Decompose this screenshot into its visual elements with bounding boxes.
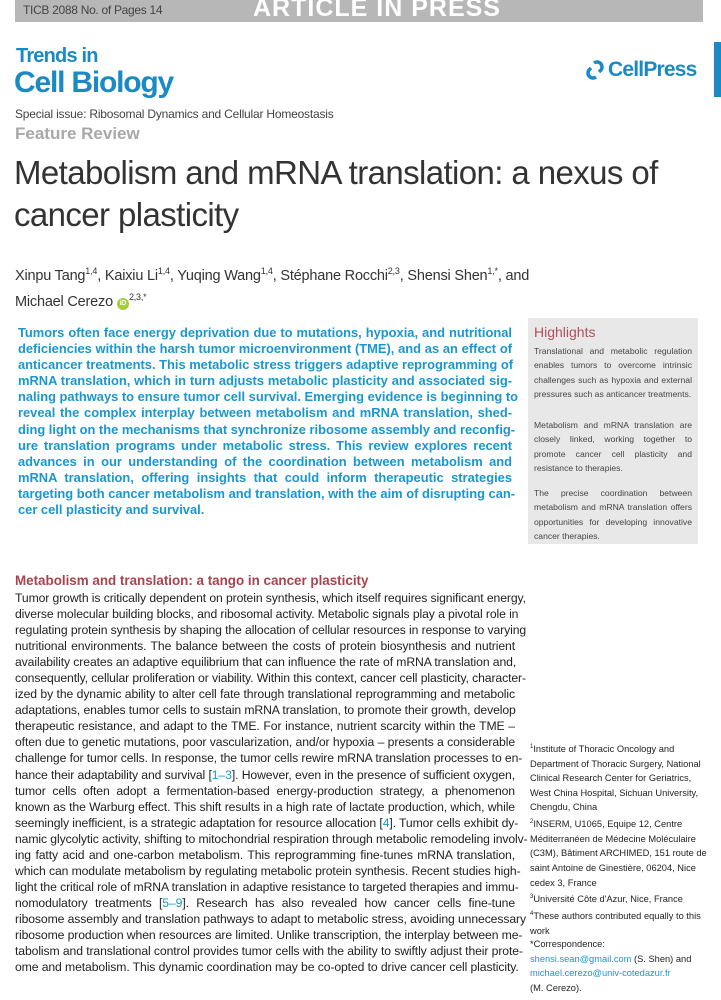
body-line: ribosome assembly and translation pathwa… [15, 911, 526, 926]
reference-link[interactable]: 1–3 [211, 767, 232, 782]
affiliation: 1Institute of Thoracic Oncology and Depa… [530, 740, 710, 815]
author-affiliation-marker: 1,4 [260, 266, 273, 276]
title-line: cancer plasticity [14, 196, 239, 233]
article-in-press-banner: TICB 2088 No. of Pages 14 ARTICLE IN PRE… [15, 0, 703, 22]
affiliation-text: Université Côte d'Azur, Nice, France [533, 894, 683, 905]
author-name: Stéphane Rocchi [280, 267, 388, 284]
abstract-line: mRNA translation, which in turn adjusts … [18, 373, 512, 389]
email-link[interactable]: michael.cerezo@univ-cotedazur.fr [530, 968, 671, 979]
author-affiliation-marker: 1,4 [157, 266, 170, 276]
publisher-logo: CellPress [608, 58, 697, 81]
body-line: ing fatty acid and one-carbon metabolism… [15, 847, 515, 862]
highlight-item: Translational and metabolic regulation e… [534, 346, 692, 399]
correspondence: *Correspondence: shensi.sean@gmail.com (… [530, 937, 715, 995]
reference-link[interactable]: 5–9 [162, 895, 183, 910]
author-separator: , [272, 267, 281, 284]
title-line: Metabolism and mRNA translation: a nexus… [14, 154, 658, 191]
body-line: diverse molecular building blocks, and r… [15, 607, 519, 622]
correspondent-name: (M. Cerezo). [530, 982, 582, 993]
body-line: namic glycolytic activity, shifting to m… [15, 831, 528, 846]
highlights-heading: Highlights [534, 324, 596, 340]
author-separator: , [399, 267, 408, 284]
abstract-line: ure translation programs under metabolic… [18, 437, 512, 453]
abstract-line: reveal the complex interplay between met… [18, 405, 512, 421]
affiliation: 3Université Côte d'Azur, Nice, France [530, 890, 710, 907]
abstract-line: mRNA translation, offering insights that… [18, 469, 512, 485]
body-line: adaptations, enables tumor cells to sust… [15, 703, 516, 718]
author-name: Yuqing Wang [177, 267, 261, 284]
cellpress-logo-icon [586, 60, 604, 80]
banner-text: ARTICLE IN PRESS [253, 0, 501, 22]
body-line: light the critical role of mRNA translat… [15, 879, 519, 894]
highlights-box: Highlights Translational and metabolic r… [528, 318, 698, 544]
journal-name-line1: Trends in [16, 45, 99, 67]
author-list: Xinpu Tang1,4, Kaixiu Li1,4, Yuqing Wang… [15, 261, 529, 313]
body-line: hance their adaptability and survival [1… [15, 767, 515, 782]
body-line: ome and metabolism. This dynamic coordin… [15, 960, 519, 975]
body-line: challenge for tumor cells. In response, … [15, 751, 523, 766]
body-line: Tumor growth is critically dependent on … [15, 591, 526, 605]
affiliation-marker: 3 [530, 894, 534, 901]
reference-link[interactable]: 4 [382, 815, 390, 830]
abstract-line: ding light on the mechanisms that synchr… [18, 421, 516, 437]
body-line: often due to genetic mutations, poor vas… [15, 735, 515, 750]
article-type: Feature Review [15, 124, 140, 143]
body-line: seemingly inefficient, is a strategic ad… [15, 815, 519, 830]
edge-tab [714, 42, 721, 97]
body-line: consequently, cellular proliferation or … [15, 671, 526, 686]
abstract-line: naling pathways to ensure tumor cell sur… [18, 389, 518, 405]
abstract-line: deficiencies within the harsh tumor micr… [18, 341, 512, 357]
affiliation-text: Institute of Thoracic Oncology and Depar… [530, 744, 701, 813]
section-heading: Metabolism and translation: a tango in c… [15, 573, 369, 588]
abstract-line: cer cell plasticity and survival. [18, 502, 205, 518]
affiliation: 4These authors contributed equally to th… [530, 907, 710, 938]
abstract-line: Tumors often face energy deprivation due… [18, 325, 512, 340]
body-text: Tumor growth is critically dependent on … [15, 590, 528, 975]
body-line: availability creates an adaptive equilib… [15, 655, 517, 670]
highlight-item: The precise coordination between metabol… [534, 488, 692, 541]
body-line: known as the Warburg effect. This shift … [15, 799, 515, 814]
body-line: regulating protein synthesis by shaping … [15, 623, 527, 638]
body-line: which can modulate metabolism by regulat… [15, 863, 521, 878]
affiliation-marker: 4 [530, 910, 534, 917]
affiliation-marker: 1 [530, 744, 534, 750]
author-name: Xinpu Tang [15, 267, 86, 284]
author-separator: , and [497, 267, 530, 284]
body-line: nomodulatory treatments [5–9]. Research … [15, 895, 515, 910]
author-separator: , [97, 267, 105, 284]
author-name: Shensi Shen [407, 267, 488, 284]
affiliation: 2INSERM, U1065, Equipe 12, Centre Médite… [530, 815, 710, 890]
body-line: ribosome production when resources are l… [15, 927, 523, 942]
article-title: Metabolism and mRNA translation: a nexus… [14, 152, 704, 236]
body-line: tumor cells often adopt a fermentation-b… [15, 783, 515, 798]
body-line: ized by the dynamic ability to alter cel… [15, 687, 515, 702]
special-issue: Special issue: Ribosomal Dynamics and Ce… [15, 107, 334, 121]
author-name: Michael Cerezo [15, 293, 113, 310]
journal-name-line2: Cell Biology [14, 66, 174, 99]
orcid-icon[interactable]: iD [116, 297, 129, 310]
highlight-item: Metabolism and mRNA translation are clos… [534, 420, 692, 473]
author-affiliation-marker: 1,4 [85, 266, 98, 276]
affiliation-marker: 2 [530, 819, 534, 826]
affiliations: 1Institute of Thoracic Oncology and Depa… [530, 740, 710, 938]
affiliation-text: These authors contributed equally to thi… [530, 910, 701, 936]
email-link[interactable]: shensi.sean@gmail.com [530, 953, 632, 964]
author-affiliation-marker: 1,* [487, 266, 498, 276]
document-id: TICB 2088 No. of Pages 14 [23, 3, 163, 17]
abstract-line: advances in our understanding of the coo… [18, 453, 512, 469]
author-affiliation-marker: 2,3 [387, 266, 400, 276]
author-affiliation-marker: 2,3,* [128, 291, 147, 302]
affiliation-text: INSERM, U1065, Equipe 12, Centre Méditer… [530, 819, 707, 888]
body-line: nutritional environments. The balance be… [15, 639, 515, 654]
abstract-line: anticancer treatments. This metabolic st… [18, 357, 514, 373]
abstract: Tumors often face energy deprivation due… [18, 325, 518, 518]
correspondence-label: *Correspondence: [530, 939, 605, 949]
correspondent-name: (S. Shen) and [631, 953, 692, 964]
abstract-line: targeting both cancer metabolism and tra… [18, 485, 516, 501]
author-separator: , [169, 267, 178, 284]
body-line: tabolism and translational control provi… [15, 944, 523, 959]
author-name: Kaixiu Li [104, 267, 158, 284]
body-line: therapeutic resistance, and adapt to the… [15, 719, 515, 734]
